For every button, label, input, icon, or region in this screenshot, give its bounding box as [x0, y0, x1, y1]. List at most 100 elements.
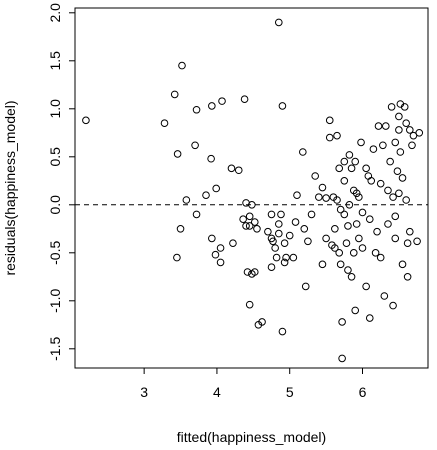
data-point	[227, 164, 236, 173]
y-tick-label: 1.5	[47, 51, 63, 71]
data-point	[371, 249, 380, 257]
data-point	[402, 196, 410, 204]
data-point	[365, 215, 374, 223]
data-point	[358, 208, 367, 217]
data-point	[376, 179, 385, 188]
data-point	[333, 196, 341, 204]
data-point	[272, 253, 281, 262]
data-point	[289, 253, 298, 262]
data-point	[325, 133, 334, 142]
data-point	[173, 150, 182, 158]
data-point	[315, 193, 323, 201]
data-point	[387, 103, 396, 111]
x-axis: 3 4 5 6	[140, 368, 367, 400]
data-point	[406, 126, 414, 134]
data-point	[304, 237, 312, 246]
data-point	[269, 237, 277, 246]
data-point	[82, 116, 90, 125]
x-tick-label: 4	[213, 384, 221, 400]
data-point	[274, 18, 283, 27]
data-point	[212, 184, 220, 193]
data-point	[208, 102, 216, 110]
data-point	[318, 183, 327, 192]
data-point	[352, 220, 361, 228]
data-point	[271, 244, 279, 252]
data-point	[406, 227, 414, 236]
data-point	[170, 90, 179, 99]
data-point	[218, 97, 226, 105]
data-point	[280, 239, 289, 247]
data-point	[264, 227, 272, 236]
data-point	[335, 249, 344, 257]
data-point	[391, 234, 400, 243]
data-point	[340, 157, 349, 166]
data-point	[322, 234, 330, 243]
data-point	[362, 282, 370, 291]
data-point	[357, 138, 365, 147]
y-axis: -1.5 -1.0 -0.5 0.0 0.5 1.0 1.5 2.0	[47, 3, 75, 361]
data-point	[365, 314, 374, 322]
data-point	[335, 164, 344, 173]
data-point	[285, 231, 294, 240]
data-point	[400, 103, 409, 111]
data-point	[373, 227, 381, 236]
data-point	[211, 250, 220, 259]
data-point	[178, 61, 186, 70]
data-point	[355, 234, 363, 243]
x-tick-label: 5	[286, 384, 294, 400]
data-point	[267, 210, 276, 219]
data-point	[277, 210, 285, 219]
data-point	[369, 145, 378, 153]
data-point	[250, 268, 259, 276]
data-point	[245, 222, 254, 230]
data-point	[245, 212, 254, 221]
data-point	[216, 258, 225, 267]
data-point	[293, 191, 301, 199]
data-point	[384, 220, 392, 228]
x-axis-title: fitted(happiness_model)	[177, 429, 326, 445]
data-point	[389, 301, 397, 310]
data-point	[182, 196, 191, 204]
data-point	[216, 244, 225, 252]
data-point	[393, 167, 402, 175]
data-point	[395, 189, 403, 198]
y-tick-label: 0.5	[47, 147, 63, 167]
data-point	[242, 222, 250, 230]
data-point	[413, 237, 421, 246]
data-point	[345, 151, 354, 159]
data-point	[208, 234, 216, 243]
data-point	[340, 177, 349, 185]
data-point	[408, 141, 416, 150]
plot-frame	[74, 7, 429, 369]
data-point	[300, 225, 309, 233]
data-point	[398, 174, 407, 182]
data-point	[403, 239, 412, 247]
data-point	[282, 253, 290, 262]
data-point	[344, 266, 352, 274]
data-point	[352, 189, 361, 198]
data-point	[409, 131, 418, 140]
data-point	[347, 164, 356, 173]
data-point	[280, 258, 289, 267]
data-point	[340, 210, 349, 219]
data-point	[364, 172, 373, 180]
data-point	[291, 218, 300, 226]
data-point	[243, 268, 252, 276]
data-point	[391, 138, 400, 147]
data-point	[176, 225, 185, 233]
data-point	[376, 253, 385, 262]
data-point	[229, 239, 237, 247]
data-point	[386, 157, 394, 166]
data-point	[278, 102, 287, 110]
data-point	[274, 220, 283, 228]
data-point	[234, 166, 243, 175]
x-tick-label: 6	[359, 384, 367, 400]
data-point	[191, 141, 199, 150]
data-point	[160, 119, 169, 127]
data-point	[395, 126, 403, 134]
data-point	[338, 318, 346, 326]
data-point	[349, 249, 358, 257]
data-point	[362, 164, 370, 173]
y-tick-label: 1.0	[47, 99, 63, 119]
data-point	[342, 239, 351, 247]
